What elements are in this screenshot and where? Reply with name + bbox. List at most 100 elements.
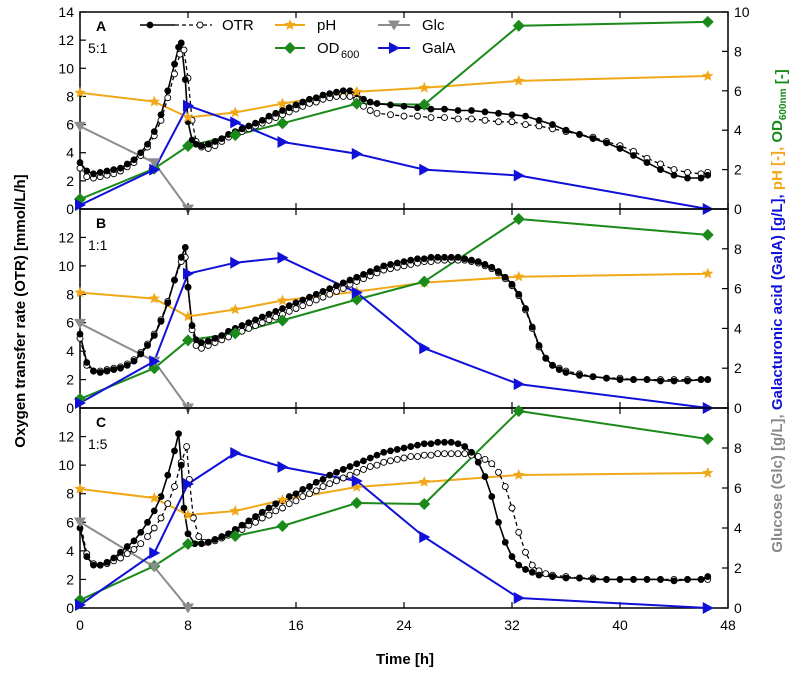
- otr-open-point: [150, 524, 158, 532]
- otr-filled-point: [164, 471, 172, 479]
- otr-open-point: [447, 450, 455, 458]
- otr-filled-point: [265, 310, 273, 318]
- ph-point: [74, 286, 86, 298]
- right-tick-label: 2: [734, 560, 742, 576]
- left-tick-label: 10: [58, 457, 74, 473]
- otr-open-point: [434, 450, 442, 458]
- otr-filled-point: [218, 533, 226, 540]
- ph-point: [148, 292, 160, 304]
- gala-line: [79, 452, 708, 609]
- otr-open-point: [339, 474, 347, 482]
- otr-filled-point: [522, 112, 529, 120]
- od-line: [79, 410, 708, 601]
- otr-filled-point: [198, 339, 205, 347]
- otr-filled-point: [306, 483, 313, 490]
- otr-open-point: [299, 302, 307, 310]
- gala-point: [277, 136, 289, 149]
- x-tick-label: 40: [612, 617, 628, 633]
- otr-filled-point: [188, 322, 196, 329]
- otr-filled-point: [76, 159, 84, 166]
- otr-filled-point: [184, 283, 192, 291]
- otr-open-point: [117, 554, 124, 562]
- otr-filled-point: [670, 171, 678, 179]
- otr-filled-point: [420, 255, 428, 263]
- otr-filled-point: [130, 357, 138, 365]
- otr-filled-point: [589, 135, 597, 143]
- panel-c: 0 2 4 6 8 10 12 0 2 4 6 8 C 1:5: [58, 405, 742, 616]
- otr-open-point: [130, 545, 138, 553]
- left-tick-label: 6: [66, 315, 74, 331]
- otr-filled-point: [420, 440, 428, 448]
- otr-filled-point: [218, 332, 226, 339]
- otr-filled-point: [312, 478, 320, 486]
- otr-filled-point: [326, 90, 334, 98]
- otr-open-point: [272, 507, 280, 515]
- otr-filled-point: [481, 108, 489, 116]
- otr-filled-point: [704, 573, 712, 580]
- od-point: [229, 327, 242, 340]
- od-point: [276, 314, 289, 327]
- otr-open-point: [333, 287, 340, 295]
- otr-filled-point: [157, 111, 165, 119]
- right-tick-label: 0: [734, 201, 742, 217]
- otr-open-point: [407, 453, 415, 461]
- otr-filled-point: [481, 473, 489, 480]
- otr-filled-point: [495, 109, 502, 117]
- otr-filled-point: [137, 528, 145, 536]
- left-tick-label: 2: [66, 372, 74, 388]
- otr-filled-point: [360, 270, 367, 278]
- legend-glc-marker: [388, 20, 400, 31]
- otr-open-point: [360, 465, 367, 473]
- otr-filled-point: [535, 342, 543, 349]
- otr-open-point: [292, 497, 300, 505]
- otr-filled-point: [414, 255, 421, 263]
- otr-filled-point: [238, 125, 246, 133]
- ph-point: [418, 81, 430, 93]
- otr-filled-point: [312, 290, 320, 298]
- otr-dashed-line: [79, 256, 708, 381]
- otr-filled-point: [204, 337, 212, 345]
- otr-filled-point: [576, 574, 583, 582]
- otr-filled-point: [211, 536, 219, 543]
- otr-filled-point: [339, 87, 347, 95]
- otr-filled-point: [441, 105, 448, 113]
- otr-filled-point: [164, 87, 172, 95]
- otr-filled-point: [319, 476, 327, 483]
- otr-open-point: [164, 500, 172, 508]
- gala-point: [183, 99, 194, 112]
- otr-filled-point: [333, 282, 340, 290]
- otr-open-point: [522, 548, 529, 556]
- otr-filled-point: [279, 305, 286, 312]
- otr-filled-point: [454, 440, 462, 448]
- otr-open-point: [171, 483, 178, 491]
- otr-filled-point: [137, 350, 145, 358]
- otr-filled-point: [110, 166, 118, 174]
- legend-od-label: OD: [317, 40, 340, 57]
- otr-open-point: [333, 477, 340, 485]
- ph-point: [276, 97, 289, 109]
- otr-open-point: [670, 166, 678, 174]
- otr-open-point: [189, 514, 197, 522]
- x-axis-label: Time [h]: [376, 651, 434, 668]
- otr-filled-point: [495, 518, 502, 526]
- otr-filled-point: [603, 576, 610, 583]
- legend-otr-open-marker: [196, 21, 204, 29]
- otr-filled-point: [427, 105, 435, 113]
- ph-point: [229, 505, 241, 516]
- otr-open-point: [306, 490, 313, 498]
- ph-point: [74, 86, 86, 98]
- ph-point: [182, 310, 194, 322]
- otr-filled-point: [177, 253, 185, 261]
- otr-filled-point: [528, 568, 536, 576]
- otr-filled-point: [508, 553, 516, 560]
- otr-filled-point: [171, 60, 178, 68]
- ph-point: [148, 492, 160, 503]
- otr-filled-point: [454, 253, 462, 261]
- otr-filled-point: [123, 361, 131, 369]
- otr-filled-point: [96, 369, 104, 376]
- otr-open-point: [180, 46, 188, 54]
- otr-filled-point: [684, 174, 691, 182]
- right-tick-label: 6: [734, 480, 742, 496]
- otr-filled-point: [238, 322, 246, 329]
